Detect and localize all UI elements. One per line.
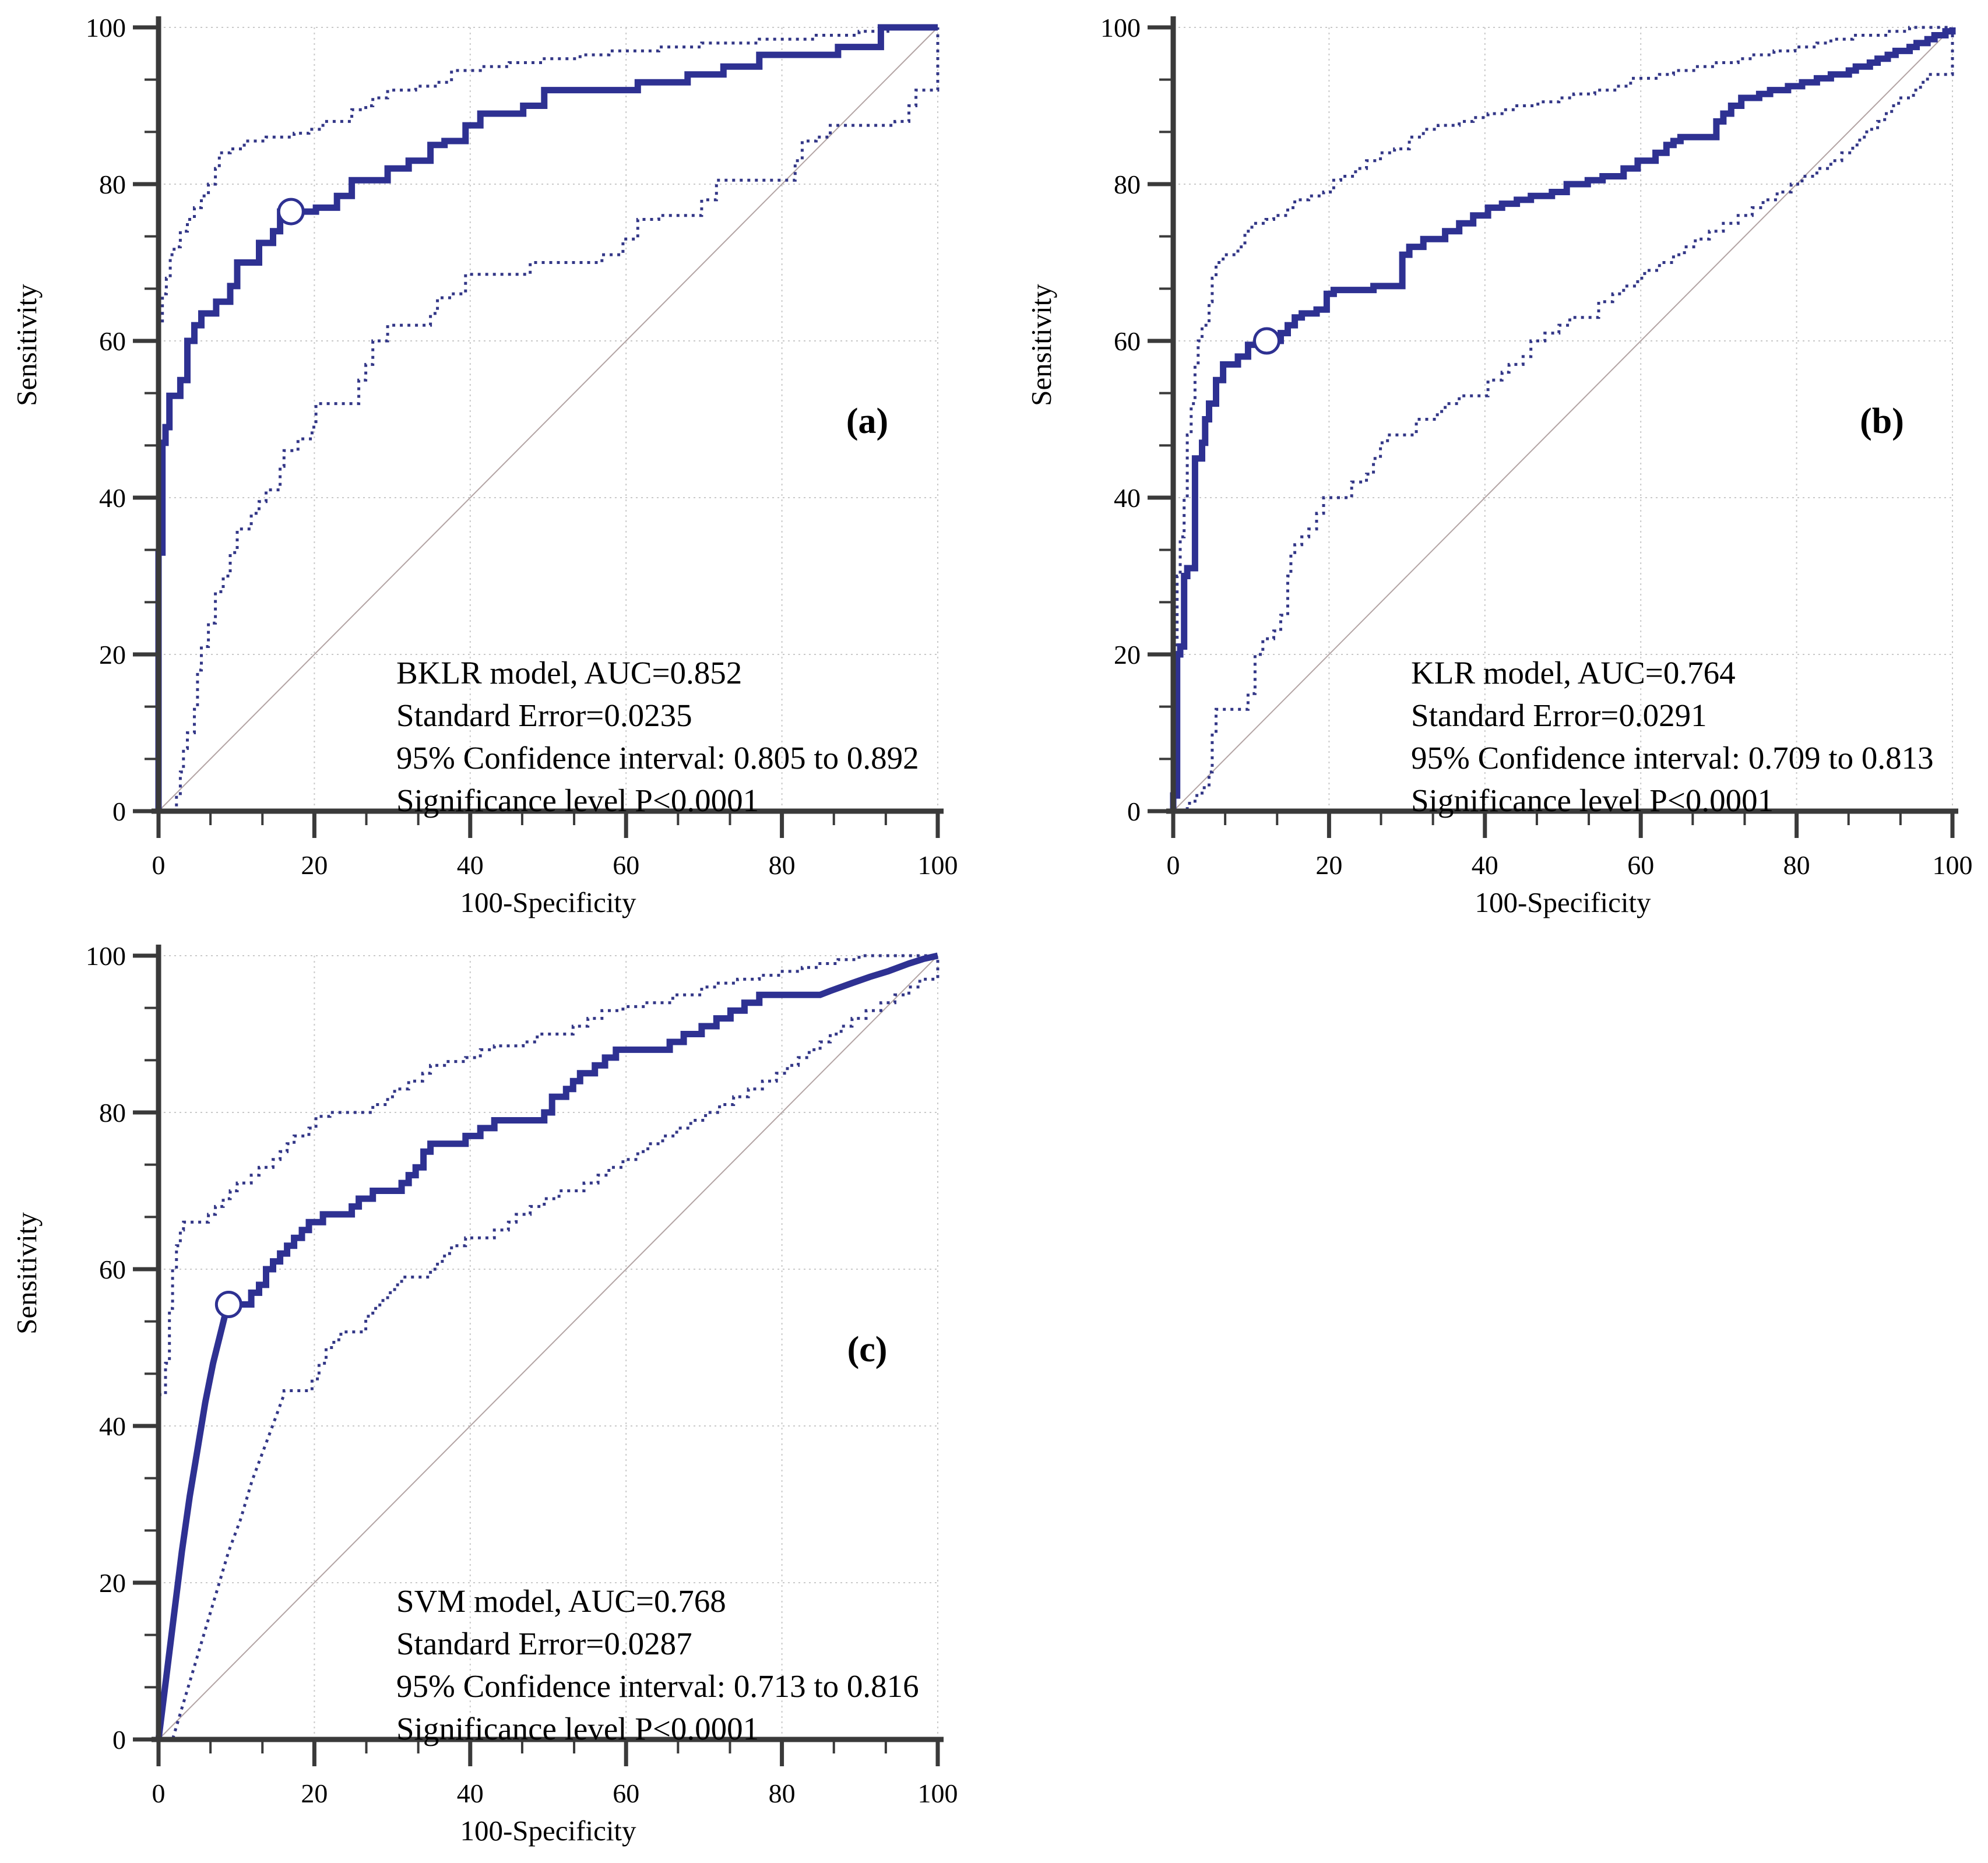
annotation-model-auc: SVM model, AUC=0.768: [396, 1583, 726, 1619]
diagonal-reference-line: [158, 955, 938, 1740]
x-tick-label: 0: [1167, 850, 1180, 880]
panel-letter-c: (c): [847, 1330, 888, 1369]
y-tick-label: 0: [112, 1725, 126, 1755]
x-tick-label: 40: [457, 850, 484, 880]
y-tick-label: 100: [86, 941, 126, 971]
roc-chart-b: 0 20 40 60 80 100 0 20 40 60 80 100: [1100, 13, 1973, 880]
diagonal-reference-line: [158, 27, 938, 812]
panel-letter-a: (a): [846, 402, 889, 441]
x-axis-title: 100-Specificity: [1475, 886, 1651, 918]
x-axis-title: 100-Specificity: [460, 1815, 636, 1847]
95-ci-lower-bound: [159, 27, 940, 813]
annotation-confidence-interval: 95% Confidence interval: 0.709 to 0.813: [1411, 740, 1934, 776]
y-tick-label: 20: [1114, 640, 1141, 670]
x-tick-label: 60: [613, 850, 639, 880]
y-axis-title: Sensitivity: [1025, 284, 1057, 406]
y-tick-label: 40: [1114, 483, 1141, 513]
stats-annotation: KLR model, AUC=0.764 Standard Error=0.02…: [1411, 651, 1934, 822]
95-ci-upper-bound: [1171, 26, 1952, 749]
diagonal-reference-line: [1173, 27, 1953, 812]
operating-point-marker: [214, 1291, 242, 1319]
x-tick-label: 20: [1315, 850, 1342, 880]
panel-letter-b: (b): [1860, 402, 1904, 441]
x-tick-label: 40: [1472, 850, 1498, 880]
roc-curve: [1170, 27, 1956, 811]
x-tick-label: 80: [1783, 850, 1810, 880]
95-ci-upper-bound: [159, 954, 938, 1396]
y-axis-title: Sensitivity: [10, 1212, 43, 1334]
annotation-significance: Significance level P<0.0001: [396, 1711, 759, 1746]
roc-curve: [155, 24, 938, 811]
annotation-significance: Significance level P<0.0001: [1411, 783, 1774, 818]
roc-chart-a: 0 20 40 60 80 100 0 20 40 60 80 100: [86, 13, 958, 880]
x-axis-title: 100-Specificity: [460, 886, 636, 918]
x-tick-label: 0: [152, 850, 166, 880]
roc-chart-c: 0 20 40 60 80 100 0 20 40 60 80 100: [86, 941, 958, 1808]
x-tick-label: 100: [918, 850, 958, 880]
y-tick-label: 60: [99, 1255, 126, 1284]
annotation-standard-error: Standard Error=0.0235: [396, 698, 692, 733]
x-tick-label: 100: [1933, 850, 1973, 880]
x-tick-label: 20: [301, 850, 328, 880]
y-tick-label: 100: [1100, 13, 1141, 43]
roc-curve: [155, 952, 939, 1740]
y-axis-title: Sensitivity: [10, 284, 43, 406]
y-tick-label: 40: [99, 1411, 126, 1441]
x-tick-label: 60: [1627, 850, 1654, 880]
y-tick-label: 100: [86, 13, 126, 43]
y-tick-label: 60: [99, 326, 126, 356]
y-tick-label: 80: [99, 1098, 126, 1128]
95-ci-lower-bound: [1173, 27, 1954, 813]
roc-panel-a: 0 20 40 60 80 100 0 20 40 60 80 100 Sensitivity 100…: [0, 0, 997, 932]
stats-annotation: BKLR model, AUC=0.852 Standard Error=0.0…: [396, 651, 919, 822]
stats-annotation: SVM model, AUC=0.768 Standard Error=0.02…: [396, 1580, 919, 1750]
y-tick-label: 20: [99, 640, 126, 670]
y-tick-label: 60: [1114, 326, 1141, 356]
95-ci-upper-bound: [157, 26, 938, 349]
y-tick-label: 0: [112, 797, 126, 826]
x-tick-label: 80: [769, 850, 796, 880]
annotation-standard-error: Standard Error=0.0291: [1411, 698, 1707, 733]
operating-point-marker: [1252, 327, 1280, 355]
x-tick-label: 40: [457, 1779, 484, 1808]
x-tick-label: 0: [152, 1779, 166, 1808]
annotation-confidence-interval: 95% Confidence interval: 0.805 to 0.892: [396, 740, 919, 776]
x-tick-label: 80: [769, 1779, 796, 1808]
roc-panel-c: 0 20 40 60 80 100 0 20 40 60 80 100 Sensitivity 100…: [0, 928, 997, 1861]
y-tick-label: 20: [99, 1568, 126, 1598]
y-tick-label: 0: [1127, 797, 1141, 826]
y-tick-label: 80: [99, 170, 126, 199]
95-ci-lower-bound: [159, 956, 940, 1741]
x-tick-label: 60: [613, 1779, 639, 1808]
roc-panel-b: 0 20 40 60 80 100 0 20 40 60 80 100 Sensitivity 100…: [1015, 0, 1988, 932]
annotation-model-auc: KLR model, AUC=0.764: [1411, 655, 1736, 691]
operating-point-marker: [277, 198, 305, 226]
annotation-confidence-interval: 95% Confidence interval: 0.713 to 0.816: [396, 1668, 919, 1704]
annotation-model-auc: BKLR model, AUC=0.852: [396, 655, 743, 691]
x-tick-label: 100: [918, 1779, 958, 1808]
x-tick-label: 20: [301, 1779, 328, 1808]
annotation-significance: Significance level P<0.0001: [396, 783, 759, 818]
annotation-standard-error: Standard Error=0.0287: [396, 1626, 692, 1661]
y-tick-label: 40: [99, 483, 126, 513]
y-tick-label: 80: [1114, 170, 1141, 199]
